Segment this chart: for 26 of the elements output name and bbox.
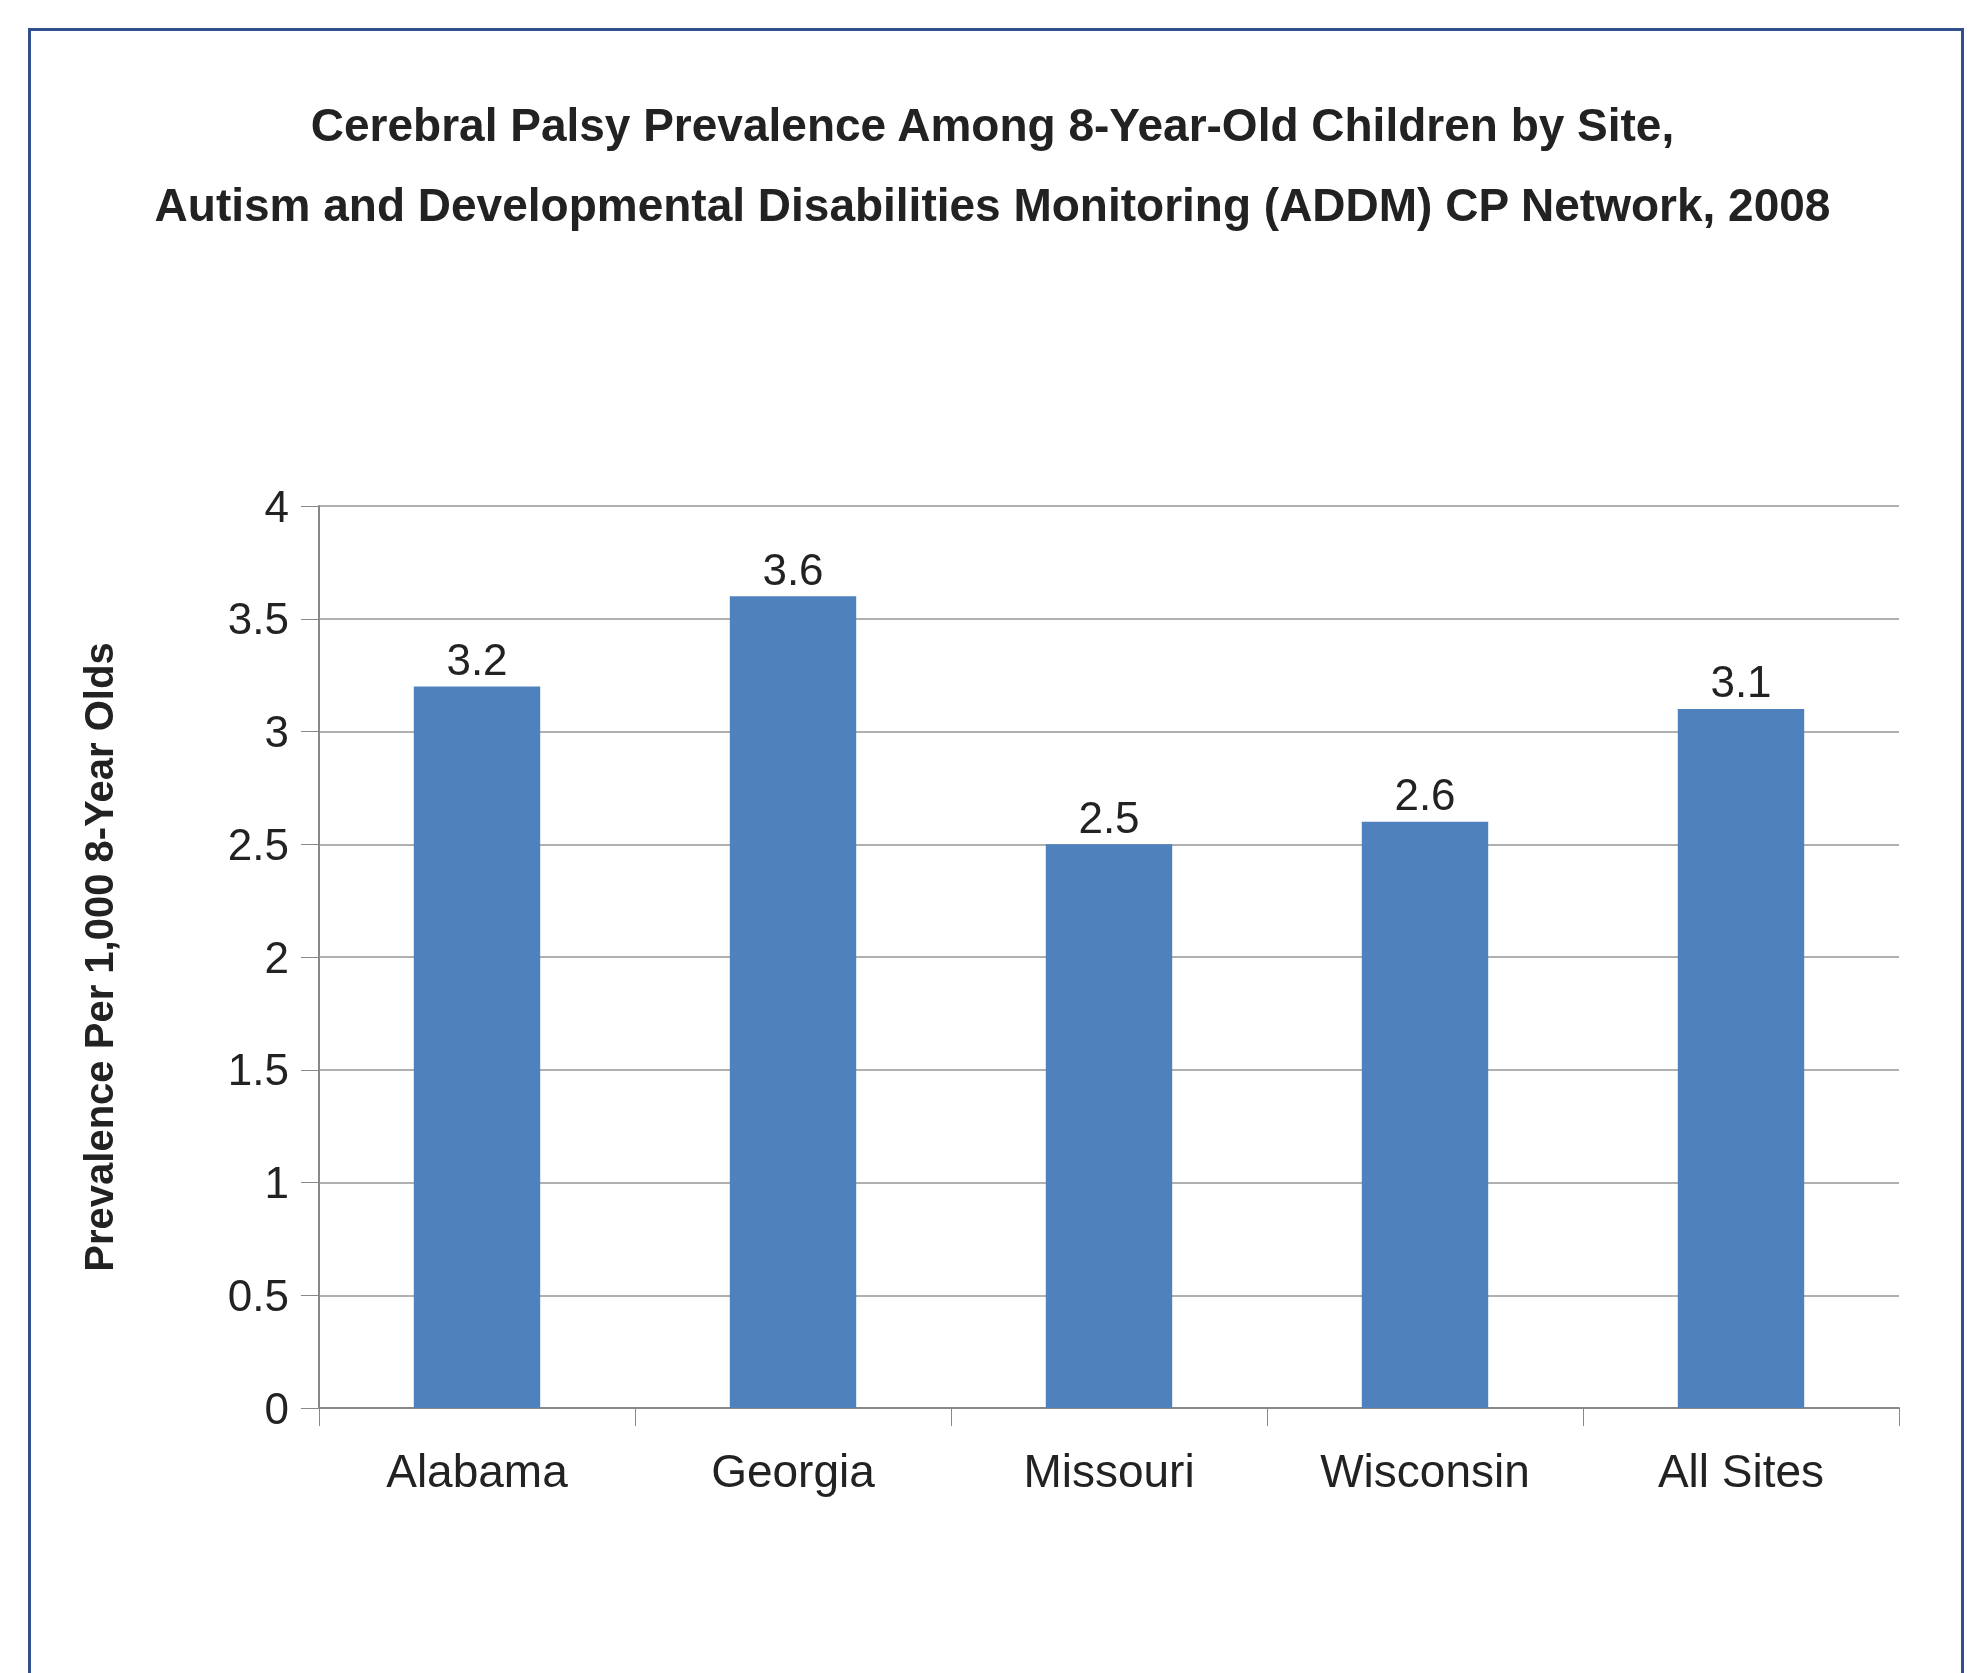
bar [1045,844,1173,1408]
y-tick-label: 0 [264,1383,289,1433]
y-tick-label: 0.5 [227,1270,289,1320]
x-tick-label: Missouri [1023,1445,1195,1497]
x-tick-label: Wisconsin [1320,1445,1530,1497]
x-tick-label: All Sites [1657,1445,1825,1497]
data-label: 3.6 [762,544,824,594]
chart-title: Cerebral Palsy Prevalence Among 8-Year-Old Children by Site, Autism and Developmental Disabilities Monitoring (ADDM) CP Network, 2008 [154,99,1831,231]
data-label: 3.2 [446,634,508,684]
bar [413,686,541,1408]
x-tick-label: Alabama [386,1445,569,1497]
y-tick-label: 4 [264,481,289,531]
data-label: 3.1 [1710,657,1772,707]
data-label: 2.5 [1078,792,1140,842]
bar [1677,708,1805,1408]
y-tick-label: 3.5 [227,594,289,644]
y-tick-label: 1.5 [227,1045,289,1095]
y-axis-title: Prevalence Per 1,000 8-Year Olds [77,642,121,1272]
y-tick-label: 2 [264,932,289,982]
y-tick-label: 1 [264,1158,289,1207]
data-label: 2.6 [1394,770,1456,820]
y-tick-label: 2.5 [227,819,289,869]
bar [729,596,857,1408]
x-tick-label: Georgia [711,1445,876,1497]
y-tick-label: 3 [264,707,289,756]
bar [1361,821,1489,1408]
